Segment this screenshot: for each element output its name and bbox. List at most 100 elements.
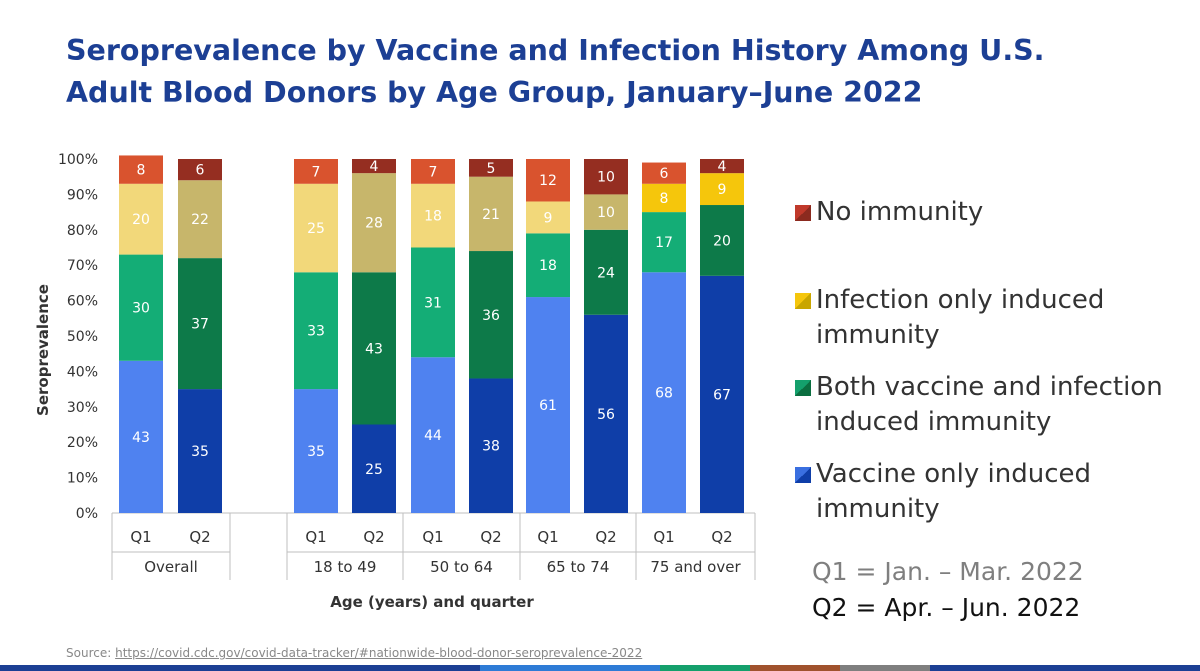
bar-segment-both: [642, 212, 686, 273]
y-tick-label: 60%: [67, 294, 98, 310]
bar-data-label: 35: [191, 444, 209, 460]
bar-segment-both: [352, 272, 396, 425]
bar-data-label: 18: [539, 258, 557, 274]
x-tick-label: Q2: [480, 528, 501, 546]
legend-label-no-immunity: No immunity: [816, 197, 984, 227]
bar-segment-both: [294, 272, 338, 390]
bar-data-label: 17: [655, 235, 673, 251]
bar-segment-infection: [700, 173, 744, 206]
bar-segment-both: [178, 258, 222, 390]
bar-data-label: 56: [597, 407, 615, 423]
bottom-bar-segment: [480, 665, 660, 671]
bar-segment-vaccine: [178, 389, 222, 513]
bar-segment-none: [642, 162, 686, 184]
bar-segment-infection: [119, 183, 163, 255]
x-tick-label: Q1: [130, 528, 151, 546]
bar-data-label: 8: [660, 191, 669, 207]
y-tick-label: 20%: [67, 435, 98, 451]
bar-segment-both: [584, 229, 628, 315]
bar-segment-vaccine: [700, 275, 744, 513]
bar-data-label: 4: [370, 159, 379, 175]
y-tick-label: 0%: [76, 506, 98, 522]
bar-segment-none: [178, 159, 222, 181]
legend-item-vaccine-only: Vaccine only induced immunity: [795, 457, 1196, 527]
bar-segment-none: [700, 159, 744, 174]
bar-segment-vaccine: [411, 357, 455, 513]
bar-segment-vaccine: [642, 272, 686, 513]
bar-data-label: 22: [191, 212, 209, 228]
bottom-bar-segment: [0, 665, 240, 671]
x-group-label: 18 to 49: [314, 558, 377, 576]
bar-segment-none: [411, 159, 455, 184]
bar-data-label: 4: [718, 159, 727, 175]
bar-segment-vaccine: [469, 378, 513, 513]
legend-label-both: Both vaccine and infection induced immun…: [816, 372, 1163, 437]
bar-data-label: 43: [365, 341, 383, 357]
bar-data-label: 9: [718, 182, 727, 198]
bar-data-label: 44: [424, 428, 442, 444]
y-tick-label: 100%: [58, 152, 98, 168]
bar-segment-none: [469, 159, 513, 177]
source-prefix: Source:: [66, 646, 112, 660]
bar-data-label: 10: [597, 205, 615, 221]
bar-segment-both: [119, 254, 163, 361]
title-line-2: Adult Blood Donors by Age Group, January…: [66, 76, 923, 109]
x-group-label: Overall: [144, 558, 198, 576]
source-link[interactable]: https://covid.cdc.gov/covid-data-tracker…: [115, 646, 643, 660]
legend-item-both: Both vaccine and infection induced immun…: [795, 370, 1196, 440]
bar-segment-infection: [469, 176, 513, 252]
bar-segment-vaccine: [119, 360, 163, 513]
source-line: Source: https://covid.cdc.gov/covid-data…: [66, 646, 642, 660]
x-tick-label: Q1: [305, 528, 326, 546]
bar-segment-none: [584, 159, 628, 195]
x-group-label: 75 and over: [650, 558, 741, 576]
bar-data-label: 20: [132, 212, 150, 228]
bar-data-label: 61: [539, 398, 557, 414]
bar-data-label: 18: [424, 209, 442, 225]
bar-data-label: 38: [482, 439, 500, 455]
legend-label-vaccine-only: Vaccine only induced immunity: [816, 459, 1091, 524]
x-tick-label: Q2: [711, 528, 732, 546]
page-title: Seroprevalence by Vaccine and Infection …: [66, 30, 1166, 114]
bar-segment-vaccine: [526, 297, 570, 513]
x-tick-label: Q2: [189, 528, 210, 546]
title-line-1: Seroprevalence by Vaccine and Infection …: [66, 34, 1045, 67]
bar-data-label: 35: [307, 444, 325, 460]
y-tick-label: 70%: [67, 258, 98, 274]
bar-segment-vaccine: [584, 314, 628, 513]
bar-data-label: 30: [132, 301, 150, 317]
bar-data-label: 33: [307, 324, 325, 340]
bar-data-label: 25: [365, 462, 383, 478]
x-group-label: 65 to 74: [547, 558, 610, 576]
y-tick-label: 30%: [67, 400, 98, 416]
legend-swatch-no-immunity: [795, 205, 811, 221]
x-tick-label: Q1: [537, 528, 558, 546]
bar-segment-none: [119, 155, 163, 184]
bar-data-label: 8: [137, 163, 146, 179]
bar-data-label: 36: [482, 308, 500, 324]
bar-data-label: 12: [539, 173, 557, 189]
quarter-note-q2: Q2 = Apr. – Jun. 2022: [812, 593, 1081, 622]
bar-data-label: 21: [482, 207, 500, 223]
y-tick-label: 90%: [67, 187, 98, 203]
bar-segment-infection: [294, 183, 338, 273]
bar-data-label: 7: [312, 164, 321, 180]
bar-segment-both: [411, 247, 455, 358]
bar-data-label: 24: [597, 265, 615, 281]
bar-data-label: 25: [307, 221, 325, 237]
bar-segment-infection: [526, 201, 570, 234]
bar-data-label: 10: [597, 170, 615, 186]
bar-segment-both: [700, 205, 744, 276]
bar-data-label: 6: [660, 166, 669, 182]
legend-label-infection-only: Infection only induced immunity: [816, 285, 1105, 350]
bottom-bar-segment: [240, 665, 480, 671]
bar-segment-infection: [411, 183, 455, 248]
bottom-bar-segment: [840, 665, 930, 671]
x-tick-label: Q1: [653, 528, 674, 546]
y-axis-title: Seroprevalence: [34, 284, 52, 416]
bar-data-label: 7: [429, 164, 438, 180]
bar-segment-infection: [352, 173, 396, 273]
bar-data-label: 9: [544, 210, 553, 226]
x-tick-label: Q2: [595, 528, 616, 546]
